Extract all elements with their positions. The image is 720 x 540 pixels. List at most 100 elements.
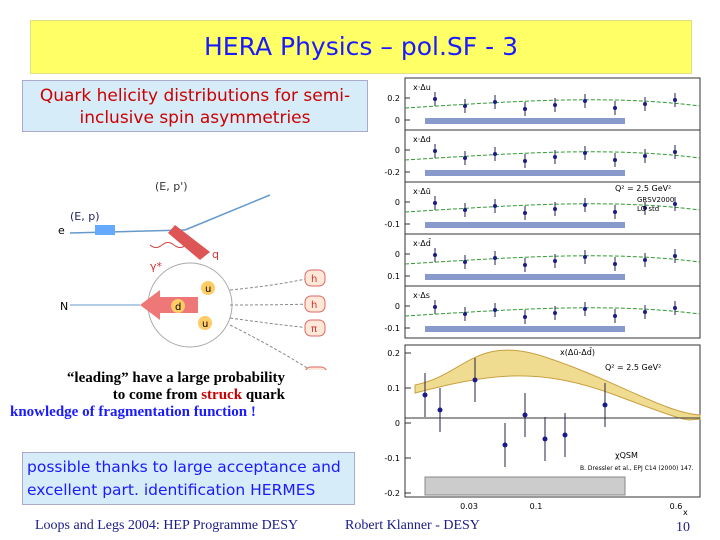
point [613, 262, 617, 266]
point [523, 159, 527, 163]
tick-label: 0.03 [460, 502, 478, 511]
point [437, 407, 443, 413]
point [463, 260, 467, 264]
page-number: 10 [676, 520, 690, 535]
panel-label: x·Δd̄ [413, 238, 432, 248]
point [523, 211, 527, 215]
point [562, 432, 568, 438]
point [613, 210, 617, 214]
model-curve [404, 203, 701, 213]
tick-label: -0.1 [384, 324, 400, 333]
point [553, 155, 557, 159]
syst-band [425, 170, 625, 176]
point [613, 314, 617, 318]
panel-frame [404, 285, 701, 339]
model-curve [404, 307, 701, 317]
label: h [311, 300, 317, 311]
text: quark [242, 387, 285, 403]
point [583, 203, 587, 207]
callout: Quark helicity distributions for semi-in… [22, 80, 368, 132]
syst-band [425, 118, 625, 124]
point [673, 150, 677, 154]
reference: B. Dressler et al., EPJ C14 (2000) 147. [580, 465, 694, 472]
syst-band [425, 274, 625, 280]
point [673, 306, 677, 310]
point [523, 315, 527, 319]
point [493, 152, 497, 156]
syst-band [424, 476, 626, 496]
tick-label: 0 [395, 250, 400, 259]
statement-line: to come from struck quark [20, 387, 285, 404]
point [493, 308, 497, 312]
statement-line: knowledge of fragmentation function ! [10, 404, 256, 420]
label: u [205, 284, 211, 295]
point [472, 377, 478, 383]
q2-label: Q² = 2.5 GeV² [605, 363, 661, 372]
point [433, 201, 437, 205]
point [433, 97, 437, 101]
label: N [60, 300, 68, 313]
point [673, 202, 677, 206]
note: possible thanks to large acceptance and … [22, 452, 355, 505]
point [493, 204, 497, 208]
point [463, 104, 467, 108]
tick-label: -0.1 [384, 220, 400, 229]
label: π [311, 324, 317, 335]
point [673, 254, 677, 258]
label: q [212, 248, 219, 261]
point [523, 107, 527, 111]
tick-label: 0.6 [670, 502, 683, 511]
statement: “leading” have a large probability to co… [10, 370, 285, 421]
point [583, 255, 587, 259]
point [643, 310, 647, 314]
model-curve [404, 151, 701, 161]
plots: x·Δu 0.2 0 x·Δd 0 -0.2 x·Δū 0 -0.1 x·Δd̄ 0 0.1 x·Δs 0… [384, 77, 701, 517]
point [553, 103, 557, 107]
model-band [414, 349, 701, 421]
text: to come from [112, 387, 202, 403]
point [643, 206, 647, 210]
panel-label: x·Δd [413, 135, 431, 144]
label: e [58, 224, 65, 237]
point [433, 149, 437, 153]
tick-label: 0 [395, 116, 400, 125]
diagram: (E, p') (E, p) e γ* q N u d u h h π π+ [58, 180, 327, 370]
legend-entry: χQSM [615, 451, 638, 460]
point [602, 402, 608, 408]
label: h [311, 274, 317, 285]
point [422, 392, 428, 398]
panel-label: x·Δs [413, 291, 430, 300]
tick-label: -0.1 [384, 454, 400, 463]
panel-label: x·Δu [413, 83, 431, 92]
point [553, 259, 557, 263]
point [673, 98, 677, 102]
label: (E, p) [70, 210, 100, 223]
tick-label: 0.2 [387, 94, 400, 103]
point [463, 156, 467, 160]
tick-label: 0 [395, 302, 400, 311]
point [433, 305, 437, 309]
point [493, 256, 497, 260]
label: γ* [150, 260, 163, 273]
tick-label: 0.2 [387, 349, 400, 358]
point [523, 263, 527, 267]
point [613, 106, 617, 110]
tick-label: 0.1 [387, 384, 400, 393]
slide-title: HERA Physics – pol.SF - 3 [30, 20, 692, 74]
label: d [175, 302, 181, 313]
point [583, 307, 587, 311]
emphasis: struck [201, 387, 243, 403]
syst-band [425, 222, 625, 228]
point [463, 208, 467, 212]
tick-label: 0 [395, 146, 400, 155]
label: (E, p') [155, 180, 188, 193]
footer-center: Robert Klanner - DESY [345, 518, 480, 533]
axis-label: x [683, 508, 688, 517]
statement-line: “leading” have a large probability [66, 370, 285, 386]
model-curve [404, 99, 701, 109]
point [502, 442, 508, 448]
point [463, 312, 467, 316]
point [553, 207, 557, 211]
label: u [202, 319, 208, 330]
